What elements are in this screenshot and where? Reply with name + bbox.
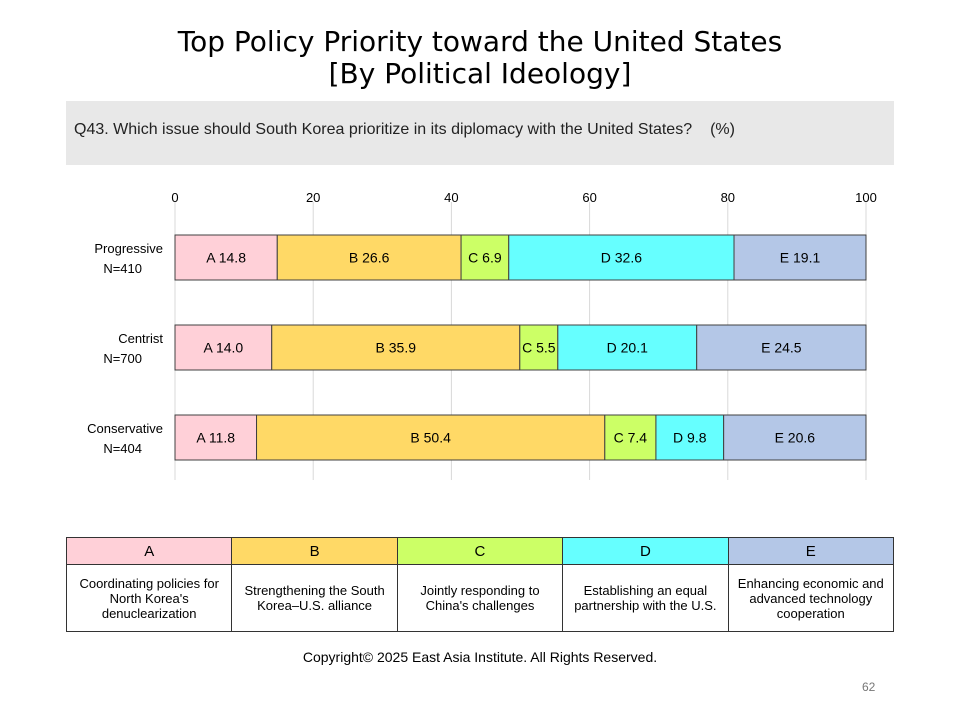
group-label: Centrist: [118, 331, 163, 346]
data-label: C 5.5: [522, 340, 556, 356]
bar-segment: [733, 234, 867, 281]
data-label: B 50.4: [410, 430, 451, 446]
page-number: 62: [862, 680, 876, 694]
data-label: D 9.8: [673, 430, 707, 446]
unit-label: (%): [710, 121, 735, 138]
group-n-label: N=700: [103, 351, 142, 366]
legend-desc-b: Strengthening the South Korea–U.S. allia…: [231, 564, 398, 632]
legend-desc-e: Enhancing economic and advanced technolo…: [727, 564, 895, 632]
x-tick-label: 0: [171, 190, 178, 205]
bar-segment: [557, 324, 698, 371]
stacked-bar-chart: 0 20 40 60 80 100 Progressive N=410 A 14.8 B 26.6…: [87, 190, 877, 480]
bar-segment: [655, 414, 725, 461]
data-label: E 20.6: [775, 430, 816, 446]
legend-desc-a: Coordinating policies for North Korea's …: [65, 564, 233, 632]
data-label: A 11.8: [196, 430, 235, 446]
question-label: Q43. Which issue should South Korea prio…: [74, 121, 693, 138]
legend-description-row: Coordinating policies for North Korea's …: [65, 564, 895, 632]
data-label: B 26.6: [349, 250, 390, 266]
question-box: Q43. Which issue should South Korea prio…: [66, 101, 894, 165]
x-tick-label: 80: [721, 190, 735, 205]
copyright-text: Copyright© 2025 East Asia Institute. All…: [302, 649, 658, 665]
group-label: Conservative: [87, 421, 163, 436]
question-text: Q43. Which issue should South Korea prio…: [74, 121, 735, 139]
legend-key-c: C: [396, 537, 564, 565]
bar-segment: [696, 324, 867, 371]
bar-segment: [723, 414, 867, 461]
group-label: Progressive: [94, 241, 163, 256]
title-line-2: [By Political Ideology]: [328, 57, 632, 90]
data-label: E 24.5: [761, 340, 802, 356]
legend-desc-c: Jointly responding to China's challenges: [396, 564, 564, 632]
x-tick-label: 40: [444, 190, 458, 205]
legend-desc-d: Establishing an equal partnership with t…: [562, 564, 729, 632]
x-tick-label: 100: [855, 190, 877, 205]
data-label: C 6.9: [468, 250, 502, 266]
group-n-label: N=410: [103, 261, 142, 276]
bar-segment: [174, 234, 278, 281]
bar-segment: [174, 324, 273, 371]
data-label: B 35.9: [376, 340, 417, 356]
bar-segment: [256, 414, 606, 461]
title-line-1: Top Policy Priority toward the United St…: [177, 25, 783, 58]
legend-key-d: D: [562, 537, 729, 565]
legend-table: A B C D E Coordinating policies for Nort…: [65, 537, 895, 632]
legend-header-row: A B C D E: [65, 537, 895, 565]
x-tick-label: 20: [306, 190, 320, 205]
data-label: A 14.8: [206, 250, 246, 266]
bar-segment: [519, 324, 559, 371]
legend-key-a: A: [65, 537, 233, 565]
bar-segment: [604, 414, 657, 461]
legend-key-b: B: [231, 537, 398, 565]
chart-title: Top Policy Priority toward the United St…: [0, 26, 960, 90]
data-label: E 19.1: [780, 250, 821, 266]
legend-key-e: E: [727, 537, 895, 565]
x-tick-label: 60: [582, 190, 596, 205]
data-label: C 7.4: [614, 430, 648, 446]
group-n-label: N=404: [103, 441, 142, 456]
data-label: D 20.1: [607, 340, 648, 356]
bar-segment: [508, 234, 735, 281]
bar-segment: [271, 324, 521, 371]
data-label: D 32.6: [601, 250, 642, 266]
bar-segment: [174, 414, 258, 461]
data-label: A 14.0: [204, 340, 244, 356]
